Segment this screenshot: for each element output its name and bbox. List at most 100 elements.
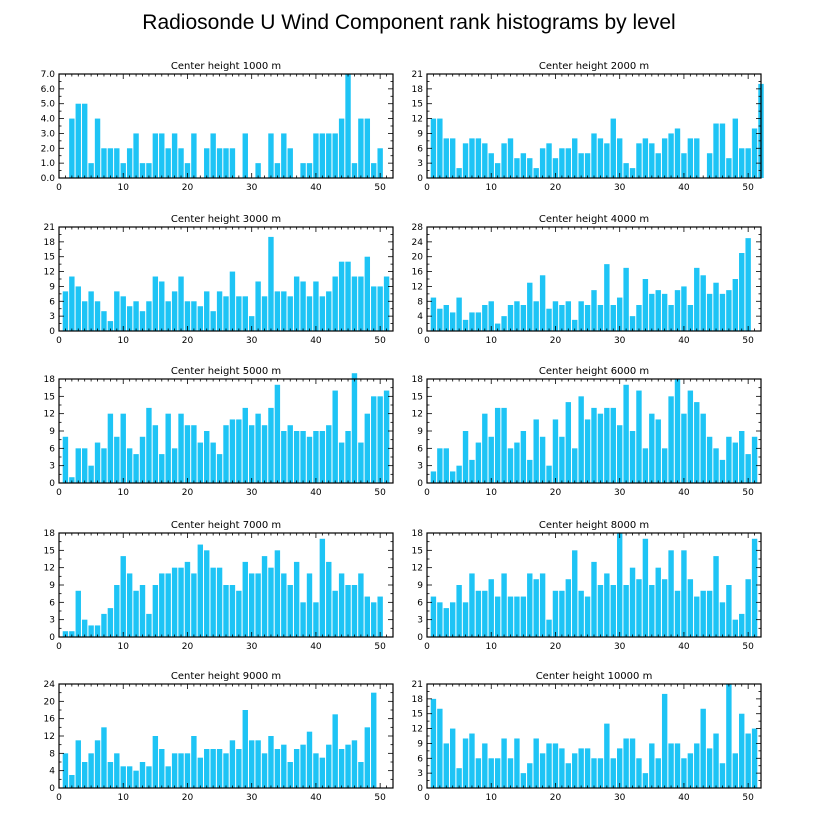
histogram-bar	[623, 585, 629, 637]
y-tick-label: 28	[412, 223, 424, 233]
histogram-bar	[559, 305, 565, 331]
histogram-bar	[751, 538, 758, 637]
histogram-bar	[488, 301, 494, 331]
x-tick-label: 50	[374, 793, 386, 803]
histogram-bar	[165, 148, 171, 178]
histogram-bar	[514, 301, 520, 331]
y-tick-label: 1.0	[41, 159, 56, 169]
histogram-bar	[293, 276, 300, 331]
histogram-bar	[210, 749, 216, 788]
histogram-bar	[197, 757, 204, 788]
y-tick-label: 15	[412, 100, 423, 110]
histogram-bar	[501, 143, 507, 178]
histogram-bar	[597, 138, 604, 178]
histogram-bar	[69, 775, 75, 788]
x-tick-label: 0	[424, 183, 430, 193]
y-tick-label: 6	[49, 444, 55, 454]
x-tick-label: 40	[678, 488, 690, 498]
x-tick-label: 20	[182, 642, 194, 652]
histogram-panel: Center height 2000 m 0 10 20 30 40 50 0 3 6 9 12 15 1…	[412, 61, 764, 193]
x-tick-label: 50	[742, 488, 754, 498]
histogram-bar	[713, 448, 719, 483]
histogram-bar	[552, 301, 559, 331]
histogram-bar	[437, 118, 443, 178]
histogram-bar	[261, 753, 268, 788]
histogram-bar	[578, 396, 584, 483]
histogram-bar	[120, 163, 126, 178]
histogram-bar	[578, 153, 584, 178]
histogram-bar	[623, 267, 629, 331]
histogram-bar	[223, 296, 229, 331]
histogram-bar	[655, 419, 661, 483]
histogram-bar	[210, 133, 216, 178]
x-tick-label: 0	[56, 183, 62, 193]
histogram-panel: Center height 5000 m 0 10 20 30 40 50 0 3 6 9 12 15 1…	[44, 366, 394, 498]
histogram-bar	[229, 740, 236, 788]
histogram-bar	[139, 585, 146, 637]
histogram-bar	[597, 758, 604, 788]
histogram-bar	[248, 573, 255, 637]
x-tick-label: 0	[424, 336, 430, 346]
histogram-bar	[229, 148, 236, 178]
histogram-bar	[674, 379, 681, 483]
histogram-bar	[377, 396, 383, 483]
y-tick-label: 3	[417, 616, 423, 626]
histogram-bar	[255, 740, 261, 788]
histogram-bar	[745, 733, 751, 788]
histogram-bar	[197, 306, 204, 331]
histogram-bar	[281, 573, 287, 637]
histogram-bar	[430, 698, 437, 788]
histogram-bar	[706, 293, 713, 331]
histogram-bar	[159, 454, 165, 483]
histogram-bar	[338, 261, 345, 331]
histogram-bar	[732, 118, 739, 178]
histogram-bar	[216, 454, 223, 483]
histogram-bar	[604, 573, 610, 637]
y-tick-label: 4	[49, 767, 55, 777]
histogram-bar	[101, 727, 107, 788]
histogram-bar	[726, 290, 732, 331]
histogram-bar	[261, 425, 268, 483]
x-tick-label: 20	[182, 793, 194, 803]
histogram-bar	[184, 425, 191, 483]
histogram-bar	[306, 731, 313, 788]
histogram-bar	[661, 138, 668, 178]
x-tick-label: 0	[56, 488, 62, 498]
histogram-bar	[604, 264, 610, 331]
histogram-bar	[332, 590, 338, 637]
histogram-bar	[184, 301, 191, 331]
histogram-bar	[687, 753, 694, 788]
histogram-bar	[449, 138, 456, 178]
histogram-bar	[636, 305, 642, 331]
histogram-bar	[351, 740, 358, 788]
histogram-bar	[565, 301, 572, 331]
histogram-bar	[514, 738, 520, 788]
histogram-bar	[597, 413, 604, 483]
y-tick-label: 0.0	[41, 174, 56, 184]
histogram-bar	[165, 413, 171, 483]
histogram-bar	[204, 431, 210, 483]
histogram-bar	[146, 407, 152, 483]
panel-title: Center height 5000 m	[171, 366, 281, 377]
x-tick-label: 10	[486, 488, 498, 498]
histogram-bar	[681, 413, 687, 483]
histogram-bar	[546, 743, 552, 788]
histogram-bar	[300, 163, 306, 178]
histogram-bar	[178, 148, 184, 178]
histogram-bar	[636, 143, 642, 178]
y-tick-label: 18	[412, 85, 424, 95]
histogram-bar	[552, 419, 559, 483]
x-tick-label: 40	[678, 793, 690, 803]
histogram-bar	[661, 448, 668, 483]
histogram-bar	[146, 613, 152, 637]
y-tick-label: 12	[44, 268, 55, 278]
histogram-bar	[604, 723, 610, 788]
histogram-bar	[345, 74, 351, 178]
histogram-bar	[223, 425, 229, 483]
y-tick-label: 18	[412, 695, 424, 705]
histogram-bar	[719, 459, 726, 483]
histogram-bar	[107, 321, 114, 331]
histogram-bar	[371, 602, 377, 637]
panel-title: Center height 3000 m	[171, 214, 281, 225]
histogram-bar	[437, 708, 443, 788]
